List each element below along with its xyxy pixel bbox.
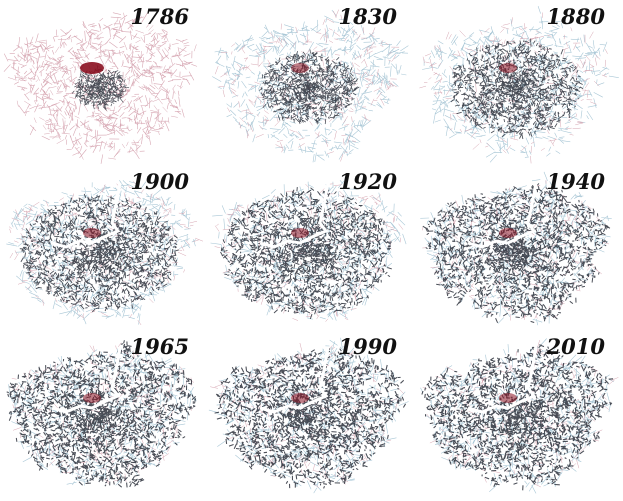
year-label: 1990 (338, 334, 397, 359)
built-up-streets (450, 38, 584, 140)
year-label: 1900 (130, 169, 189, 194)
historic-core (83, 228, 101, 238)
street-network-map (6, 340, 197, 488)
map-panel-1940: 1940 (416, 165, 623, 332)
street-mesh (212, 9, 409, 163)
map-panel-2010: 2010 (416, 330, 623, 497)
year-label: 1940 (546, 169, 605, 194)
map-panel-1830: 1830 (208, 0, 415, 167)
map-panel-1965: 1965 (0, 330, 207, 497)
river-channel (467, 182, 538, 249)
street-mesh (422, 6, 619, 163)
map-panel-1990: 1990 (208, 330, 415, 497)
built-up-streets (71, 65, 130, 111)
year-label: 2010 (546, 334, 605, 359)
river-channel (467, 347, 538, 414)
street-network-map (212, 9, 409, 163)
built-up-streets (258, 49, 360, 125)
map-panel-1920: 1920 (208, 165, 415, 332)
historic-core (83, 393, 101, 403)
street-network-map (420, 338, 619, 494)
map-panel-1786: 1786 (0, 0, 207, 167)
historic-core (499, 228, 517, 238)
built-up-streets (214, 348, 407, 489)
year-label: 1830 (338, 4, 397, 29)
street-network-map (210, 180, 407, 322)
street-network-map (6, 180, 204, 326)
river-channel (259, 182, 330, 249)
built-up-streets (421, 344, 614, 491)
built-up-streets (6, 340, 197, 488)
street-network-map (208, 337, 409, 494)
year-label: 1880 (546, 4, 605, 29)
river-channel (51, 182, 122, 249)
map-panel-1880: 1880 (416, 0, 623, 167)
secondary-streets (7, 12, 197, 160)
historic-core (291, 393, 309, 403)
historic-core (291, 63, 309, 73)
river-channel (51, 347, 122, 414)
street-network-map (420, 171, 612, 326)
map-panel-1900: 1900 (0, 165, 207, 332)
street-mesh (3, 12, 198, 164)
river-channel (259, 347, 330, 414)
street-network-map (419, 6, 619, 164)
street-network-map (3, 12, 198, 164)
year-label: 1786 (130, 4, 189, 29)
historic-core (291, 228, 309, 238)
historic-core (80, 62, 104, 74)
year-label: 1965 (130, 334, 189, 359)
year-label: 1920 (338, 169, 397, 194)
historic-core (499, 393, 517, 403)
historic-core (499, 63, 517, 73)
